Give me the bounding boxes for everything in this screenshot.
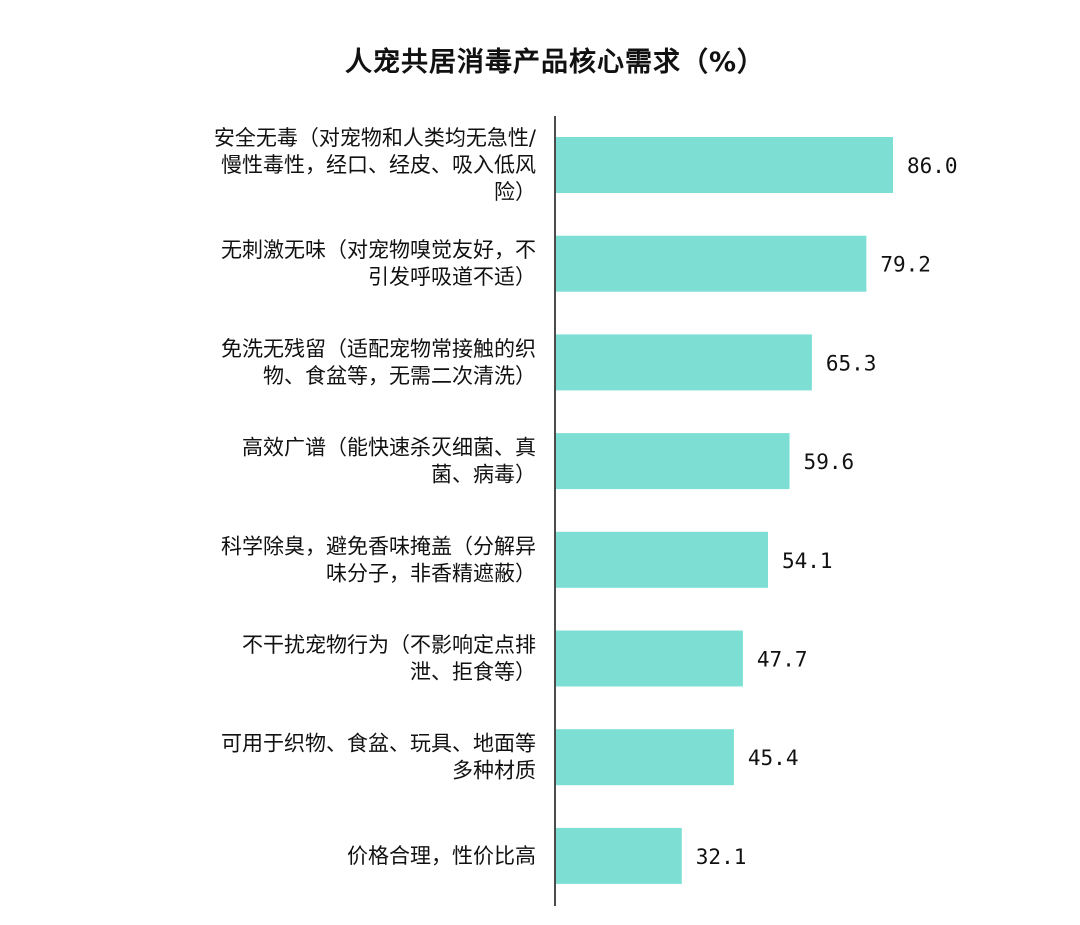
category-label-7-line-0: 价格合理，性价比高: [347, 844, 536, 868]
category-label-3-line-1: 菌、病毒）: [431, 463, 536, 487]
bar-2: [556, 334, 812, 391]
category-label-0-line-1: 慢性毒性，经口、经皮、吸入低风: [221, 153, 536, 177]
category-label-5: 不干扰宠物行为（不影响定点排泄、拒食等）: [242, 633, 536, 684]
value-label-5: 47.7: [757, 648, 808, 672]
category-label-0-line-2: 险）: [494, 180, 536, 204]
bar-0: [556, 137, 893, 193]
category-label-0: 安全无毒（对宠物和人类均无急性/慢性毒性，经口、经皮、吸入低风险）: [214, 126, 537, 204]
category-label-6: 可用于织物、食盆、玩具、地面等多种材质: [221, 732, 536, 783]
value-label-1: 79.2: [880, 253, 931, 277]
category-label-2: 免洗无残留（适配宠物常接触的织物、食盆等，无需二次清洗）: [221, 337, 536, 388]
category-label-4-line-0: 科学除臭，避免香味掩盖（分解异: [221, 534, 536, 558]
category-label-4: 科学除臭，避免香味掩盖（分解异味分子，非香精遮蔽）: [221, 534, 536, 585]
value-label-7: 32.1: [696, 845, 747, 869]
value-labels: 86.0 79.2 65.3 59.6 54.1 47.7 45.4 32.1: [696, 154, 958, 869]
bar-6: [556, 729, 734, 786]
chart-title: 人宠共居消毒产品核心需求（%）: [344, 47, 766, 78]
category-label-6-line-0: 可用于织物、食盆、玩具、地面等: [221, 732, 536, 756]
category-label-3-line-0: 高效广谱（能快速杀灭细菌、真: [242, 436, 536, 460]
bar-5: [556, 630, 743, 687]
value-label-3: 59.6: [804, 450, 855, 474]
category-label-6-line-1: 多种材质: [452, 759, 536, 783]
category-labels: 安全无毒（对宠物和人类均无急性/慢性毒性，经口、经皮、吸入低风险） 无刺激无味（对…: [214, 126, 537, 868]
category-label-3: 高效广谱（能快速杀灭细菌、真菌、病毒）: [242, 436, 536, 487]
value-label-6: 45.4: [748, 746, 799, 770]
category-label-2-line-1: 物、食盆等，无需二次清洗）: [263, 364, 536, 388]
bars-group: [556, 137, 893, 884]
value-label-2: 65.3: [826, 351, 877, 375]
value-label-4: 54.1: [782, 549, 833, 573]
category-label-0-line-0: 安全无毒（对宠物和人类均无急性/: [214, 126, 537, 150]
category-label-2-line-0: 免洗无残留（适配宠物常接触的织: [221, 337, 536, 361]
bar-4: [556, 531, 768, 588]
category-label-5-line-1: 泄、拒食等）: [410, 660, 536, 684]
value-label-0: 86.0: [907, 154, 958, 178]
bar-7: [556, 827, 682, 884]
category-label-4-line-1: 味分子，非香精遮蔽）: [326, 561, 536, 585]
bar-1: [556, 235, 867, 292]
category-label-1-line-0: 无刺激无味（对宠物嗅觉友好，不: [221, 238, 536, 262]
bar-3: [556, 433, 790, 490]
category-label-1: 无刺激无味（对宠物嗅觉友好，不引发呼吸道不适）: [221, 238, 536, 289]
category-label-5-line-0: 不干扰宠物行为（不影响定点排: [242, 633, 536, 657]
category-label-7: 价格合理，性价比高: [347, 844, 536, 868]
category-label-1-line-1: 引发呼吸道不适）: [368, 265, 536, 289]
